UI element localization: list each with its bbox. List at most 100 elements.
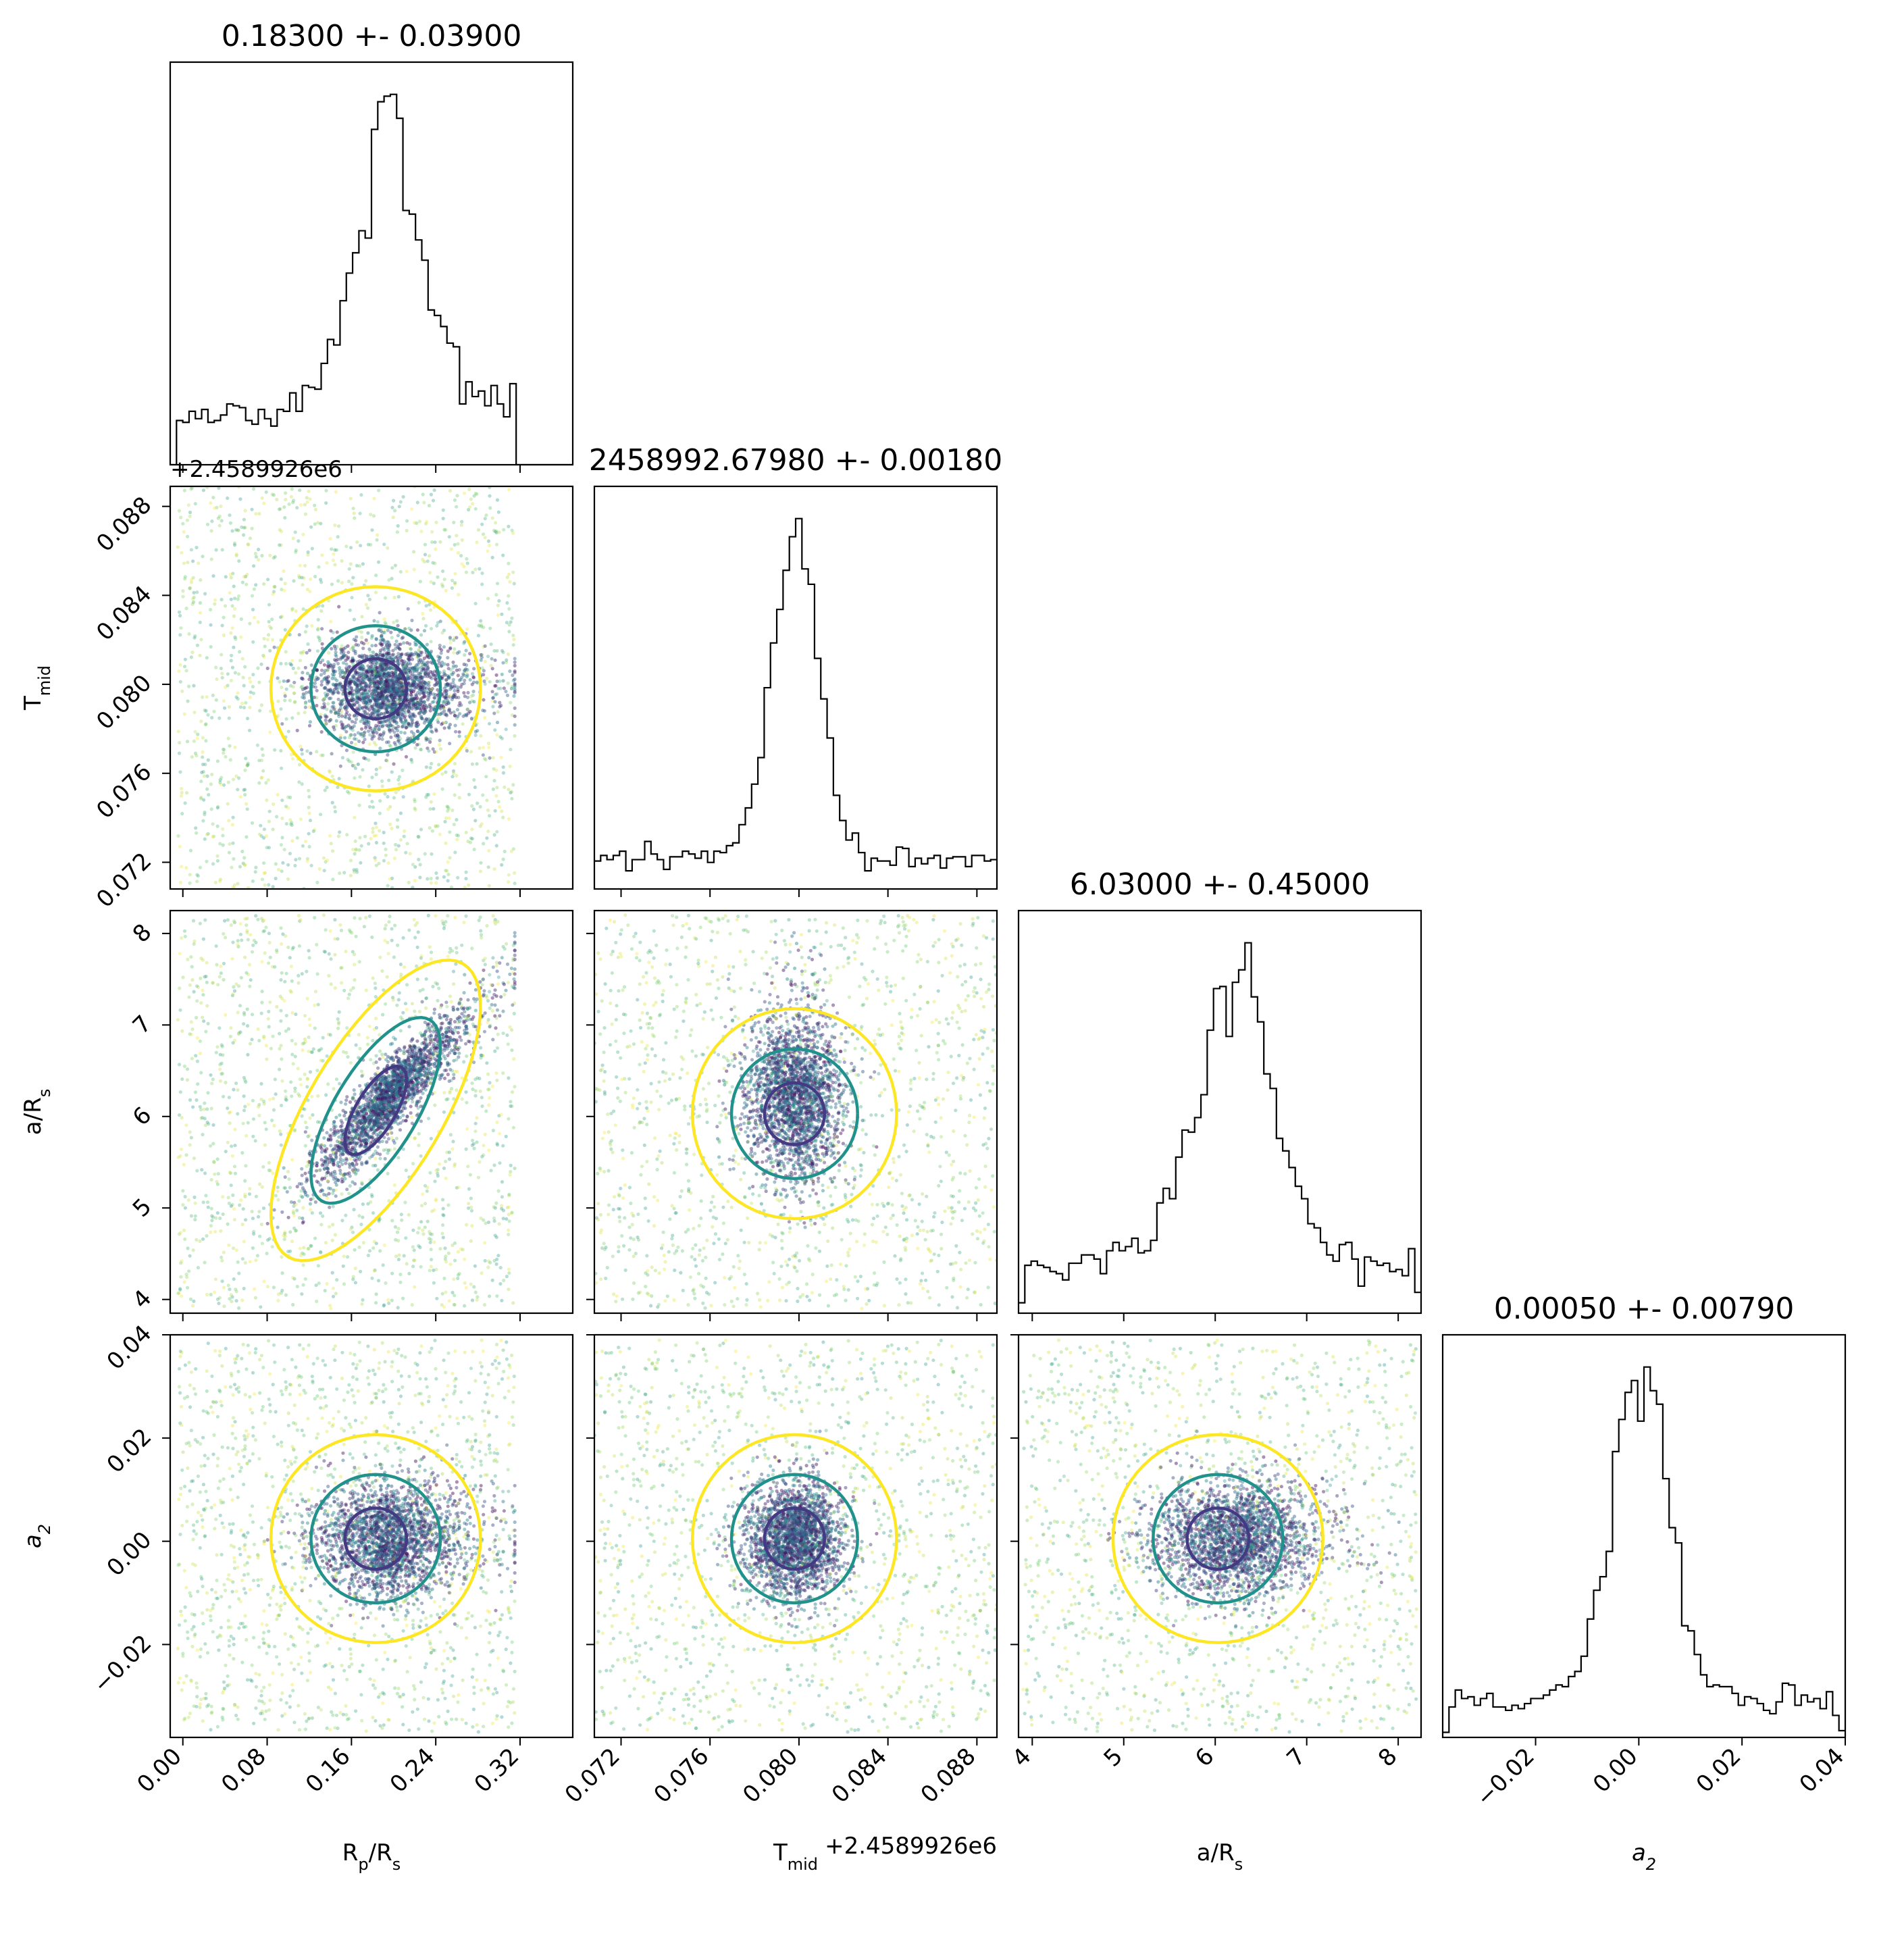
sample-point [339, 1100, 343, 1104]
sample-point [317, 565, 321, 569]
sample-point [398, 698, 402, 703]
sample-point [394, 720, 398, 724]
sample-point [324, 721, 328, 725]
sample-point [353, 651, 357, 655]
sample-point [511, 783, 515, 787]
sample-point [369, 705, 374, 709]
sample-point [308, 720, 312, 724]
sample-point [188, 848, 193, 852]
sample-point [426, 792, 430, 797]
sample-point [428, 692, 432, 696]
sample-point [426, 654, 430, 658]
sample-point [364, 701, 368, 705]
sample-point [343, 715, 347, 719]
sample-point [280, 530, 284, 534]
sample-point [398, 678, 403, 682]
sample-point [385, 710, 390, 714]
sample-point [332, 688, 336, 692]
sample-point [513, 660, 517, 664]
sample-point [191, 576, 195, 580]
sample-point [342, 661, 346, 665]
sample-point [407, 705, 412, 709]
sample-point [342, 727, 346, 731]
sample-point [510, 1090, 515, 1094]
sample-point [394, 694, 398, 698]
sample-point [375, 538, 379, 542]
sample-point [286, 877, 290, 881]
sample-point [246, 763, 250, 767]
sample-point [185, 518, 189, 522]
sample-point [176, 730, 180, 734]
sample-point [418, 863, 422, 867]
sample-point [215, 859, 220, 863]
sample-point [238, 932, 242, 936]
sample-point [371, 669, 376, 673]
sample-point [267, 619, 271, 623]
sample-point [256, 1027, 260, 1031]
sample-point [367, 784, 371, 788]
sample-point [428, 554, 432, 558]
sample-point [419, 633, 423, 637]
sample-point [233, 607, 237, 611]
sample-point [372, 680, 376, 684]
sample-point [341, 655, 345, 659]
sample-point [478, 746, 482, 750]
sample-point [253, 551, 257, 556]
sample-point [426, 738, 430, 742]
sample-point [330, 1271, 334, 1275]
sample-point [421, 683, 426, 687]
sample-point [382, 654, 386, 658]
sample-point [377, 628, 381, 632]
sample-point [337, 777, 341, 781]
sample-point [463, 668, 467, 672]
sample-point [226, 1222, 230, 1226]
sample-point [433, 1179, 437, 1183]
sample-point [410, 652, 414, 656]
sample-point [351, 692, 355, 696]
sample-point [457, 730, 461, 734]
sample-point [478, 805, 482, 809]
sample-point [359, 671, 363, 676]
sample-point [298, 563, 302, 567]
sample-point [263, 644, 267, 648]
sample-point [406, 725, 410, 729]
sample-point [374, 660, 378, 664]
sample-point [356, 696, 360, 700]
sample-point [228, 591, 232, 595]
sample-point [442, 645, 446, 649]
sample-point [293, 863, 297, 868]
sample-point [398, 838, 403, 842]
sample-point [441, 1223, 445, 1227]
sample-point [351, 692, 355, 696]
sample-point [490, 1009, 494, 1013]
sample-point [400, 684, 404, 688]
sample-point [375, 709, 380, 713]
sample-point [482, 842, 486, 846]
sample-point [494, 1071, 498, 1075]
sample-point [406, 709, 410, 713]
sample-point [247, 728, 252, 732]
sample-point [276, 867, 281, 871]
sample-point [455, 636, 459, 640]
sample-point [436, 998, 440, 1002]
sample-point [406, 675, 410, 679]
y-tick-label: 0.084 [91, 580, 157, 646]
sample-point [415, 676, 419, 680]
sample-point [395, 690, 399, 694]
sample-point [384, 667, 388, 671]
sample-point [511, 678, 516, 682]
sample-point [379, 680, 384, 684]
sample-point [398, 500, 403, 504]
sample-point [365, 670, 369, 674]
sample-point [375, 731, 379, 735]
sample-point [398, 698, 403, 702]
sample-point [448, 646, 453, 650]
sample-point [497, 598, 501, 603]
sample-point [349, 760, 353, 764]
sample-point [357, 675, 361, 679]
sample-point [349, 546, 353, 550]
sample-point [265, 1057, 269, 1061]
sample-point [372, 684, 377, 688]
sample-point [384, 596, 388, 600]
sample-point [284, 650, 288, 654]
